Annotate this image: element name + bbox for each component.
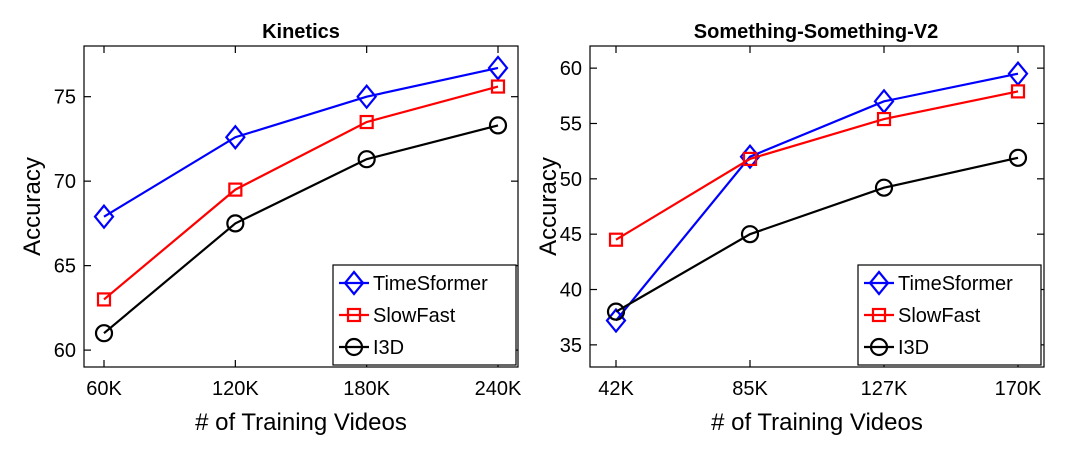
something-something-v2-chart: Something-Something-V2 35 40 45 50 55 60 42K 85K… xyxy=(535,21,1045,436)
series-line-slowfast xyxy=(103,85,499,301)
legend-marker-timesformer xyxy=(868,270,890,296)
legend-label-i3d: I3D xyxy=(898,337,929,359)
data-point-timesformer xyxy=(224,124,246,150)
y-tick-label: 35 xyxy=(560,335,582,357)
x-tick-label: 85K xyxy=(732,378,768,400)
y-tick-label: 70 xyxy=(54,171,76,193)
y-axis-label: Accuracy xyxy=(535,157,562,256)
data-point-slowfast xyxy=(490,79,506,94)
legend-label-i3d: I3D xyxy=(373,337,404,359)
y-tick-label: 60 xyxy=(54,340,76,362)
series-line-timesformer xyxy=(103,66,499,218)
x-tick-label: 180K xyxy=(343,378,390,400)
x-tick-label: 60K xyxy=(86,378,122,400)
y-tick-label: 50 xyxy=(560,169,582,191)
legend-label-slowfast: SlowFast xyxy=(373,305,456,327)
y-tick-label: 65 xyxy=(54,256,76,278)
legend-marker-i3d xyxy=(869,337,889,357)
x-tick-label: 120K xyxy=(212,378,259,400)
legend-label-timesformer: TimeSformer xyxy=(898,273,1013,295)
data-point-timesformer xyxy=(356,83,378,110)
data-point-i3d xyxy=(874,178,894,197)
data-point-slowfast xyxy=(96,292,112,307)
series-line-i3d xyxy=(615,156,1019,313)
series-line-i3d xyxy=(103,124,499,335)
data-point-i3d xyxy=(740,225,760,244)
data-point-i3d xyxy=(226,214,245,233)
series-slowfast xyxy=(96,79,506,307)
data-point-slowfast xyxy=(876,111,892,127)
series-i3d xyxy=(94,116,508,343)
series-timesformer xyxy=(93,55,509,230)
plot-area-frame xyxy=(589,45,1045,368)
data-point-i3d xyxy=(488,116,508,135)
y-tick-label: 60 xyxy=(560,58,582,80)
legend: TimeSformer SlowFast I3D xyxy=(332,264,517,366)
series-i3d xyxy=(606,148,1028,321)
legend-marker-i3d xyxy=(344,337,364,357)
plot-area-frame xyxy=(83,45,519,368)
data-point-slowfast xyxy=(742,151,758,167)
data-point-slowfast xyxy=(228,182,243,197)
y-tick-label: 75 xyxy=(54,87,76,109)
legend-marker-slowfast xyxy=(871,307,887,323)
data-point-slowfast xyxy=(1010,84,1026,99)
y-axis-label: Accuracy xyxy=(19,157,46,256)
kinetics-chart: Kinetics 60 65 70 75 60K 120K 180K 240K # of Trai… xyxy=(19,21,522,436)
series-line-slowfast xyxy=(615,90,1019,241)
legend: TimeSformer SlowFast I3D xyxy=(857,264,1042,366)
x-axis-label: # of Training Videos xyxy=(195,409,407,436)
data-point-i3d xyxy=(357,150,376,169)
x-axis-label: # of Training Videos xyxy=(711,409,923,436)
x-tick-label: 240K xyxy=(475,378,522,400)
legend-marker-timesformer xyxy=(343,270,365,296)
y-tick-label: 40 xyxy=(560,280,582,302)
data-point-timesformer xyxy=(93,203,115,230)
data-point-i3d xyxy=(94,324,114,343)
data-point-slowfast xyxy=(359,114,374,130)
data-point-i3d xyxy=(1008,148,1028,167)
series-line-timesformer xyxy=(615,72,1019,322)
data-point-i3d xyxy=(606,302,626,321)
chart-title: Kinetics xyxy=(262,21,340,43)
legend-marker-slowfast xyxy=(346,307,362,323)
x-tick-label: 127K xyxy=(861,378,908,400)
chart-title: Something-Something-V2 xyxy=(694,21,938,43)
legend-label-timesformer: TimeSformer xyxy=(373,273,488,295)
data-point-slowfast xyxy=(608,232,624,247)
x-tick-label: 170K xyxy=(995,378,1042,400)
y-tick-label: 45 xyxy=(560,224,582,246)
y-tick-label: 55 xyxy=(560,113,582,135)
x-tick-label: 42K xyxy=(598,378,634,400)
legend-label-slowfast: SlowFast xyxy=(898,305,981,327)
data-point-timesformer xyxy=(487,55,509,81)
series-slowfast xyxy=(608,84,1026,247)
